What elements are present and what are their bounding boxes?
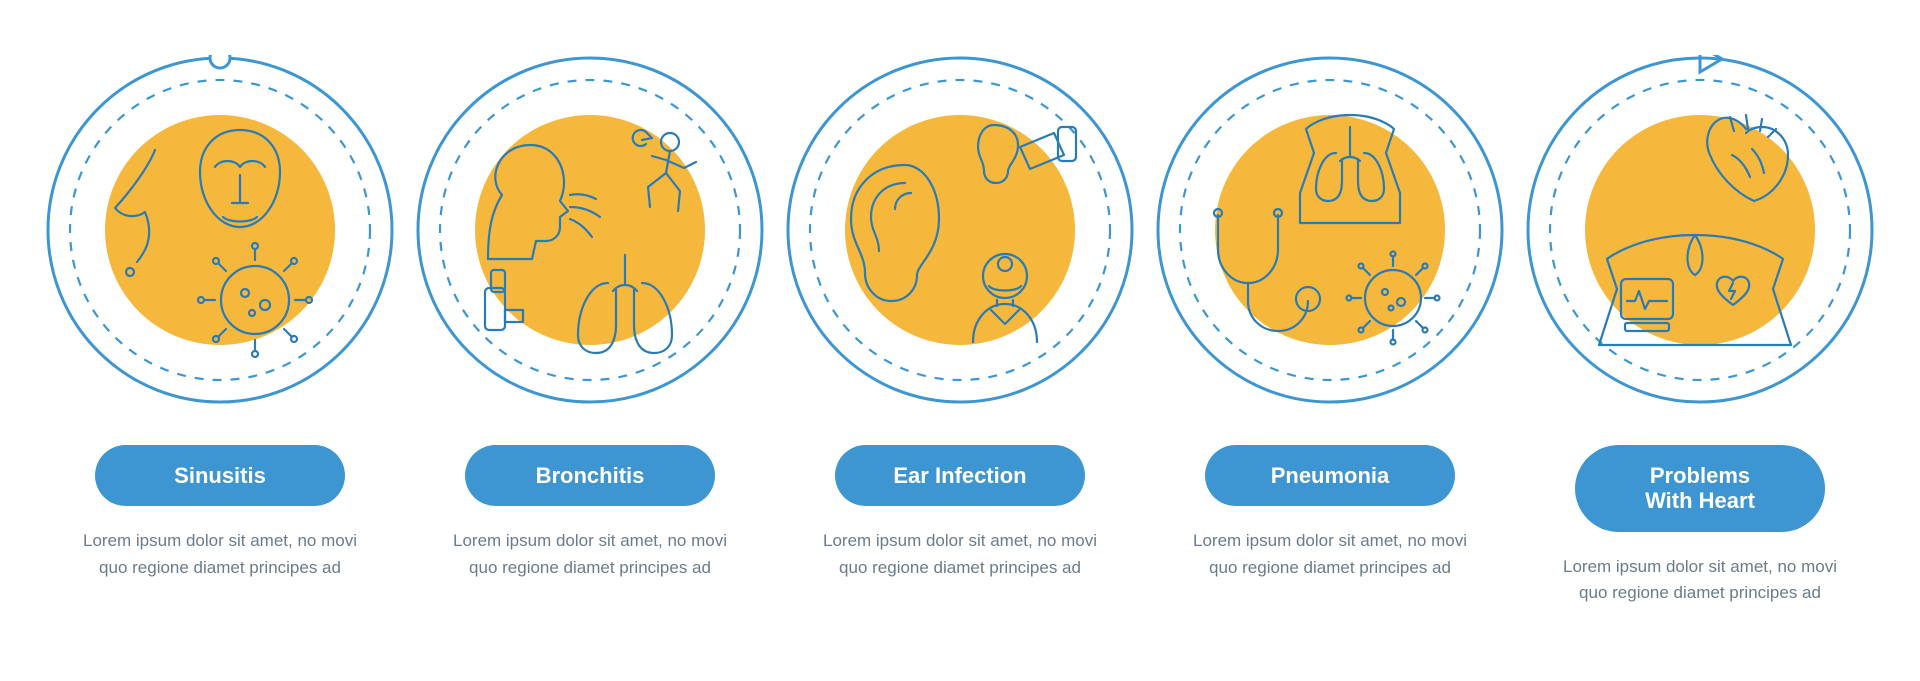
heart-problems-icon [1525,55,1875,405]
pill: Bronchitis [465,445,715,506]
node-heart [1525,55,1875,405]
pill: Sinusitis [95,445,345,506]
desc: Lorem ipsum dolor sit amet, no movi quo … [810,528,1110,581]
nodes-row [0,55,1920,435]
node-pneumonia [1155,55,1505,405]
desc: Lorem ipsum dolor sit amet, no movi quo … [440,528,740,581]
desc: Lorem ipsum dolor sit amet, no movi quo … [70,528,370,581]
pill: Pneumonia [1205,445,1455,506]
infographic-stage: Sinusitis Lorem ipsum dolor sit amet, no… [0,0,1920,681]
node-bronchitis [415,55,765,405]
ear-infection-icon [785,55,1135,405]
desc: Lorem ipsum dolor sit amet, no movi quo … [1180,528,1480,581]
labels-row: Sinusitis Lorem ipsum dolor sit amet, no… [0,445,1920,606]
pill: Ear Infection [835,445,1085,506]
label-sinusitis: Sinusitis Lorem ipsum dolor sit amet, no… [45,445,395,606]
label-bronchitis: Bronchitis Lorem ipsum dolor sit amet, n… [415,445,765,606]
label-ear-infection: Ear Infection Lorem ipsum dolor sit amet… [785,445,1135,606]
sinusitis-icon [45,55,395,405]
pneumonia-icon [1155,55,1505,405]
bronchitis-icon [415,55,765,405]
node-ear-infection [785,55,1135,405]
desc: Lorem ipsum dolor sit amet, no movi quo … [1550,554,1850,607]
pill: ProblemsWith Heart [1575,445,1825,532]
label-heart: ProblemsWith Heart Lorem ipsum dolor sit… [1525,445,1875,606]
node-sinusitis [45,55,395,405]
label-pneumonia: Pneumonia Lorem ipsum dolor sit amet, no… [1155,445,1505,606]
